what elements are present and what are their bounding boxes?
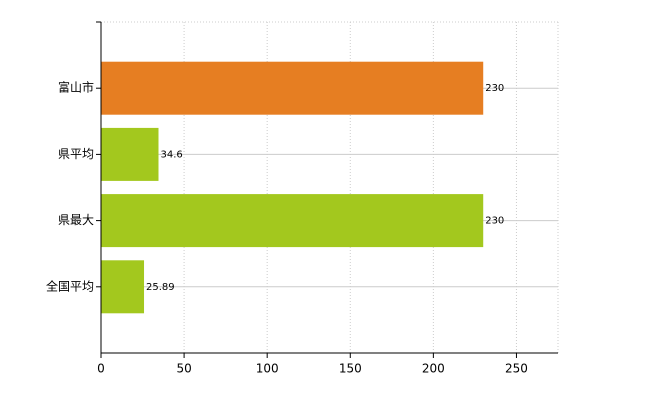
value-label: 34.6	[160, 149, 182, 160]
bar	[101, 127, 159, 181]
x-tick-label: 50	[176, 362, 191, 376]
y-tick-label: 富山市	[58, 80, 94, 95]
x-tick-label: 250	[505, 362, 528, 376]
value-label: 230	[485, 216, 504, 227]
x-tick-label: 150	[339, 362, 362, 376]
y-tick-label: 全国平均	[46, 278, 94, 293]
x-tick-label: 100	[256, 362, 279, 376]
x-tick-label: 0	[97, 362, 105, 376]
bar	[101, 194, 484, 248]
value-label: 25.89	[146, 282, 175, 293]
bar	[101, 260, 145, 314]
x-tick-label: 200	[422, 362, 445, 376]
value-label: 230	[485, 83, 504, 94]
y-tick-label: 県最大	[58, 213, 94, 227]
y-tick-label: 県平均	[58, 147, 94, 161]
bar	[101, 61, 484, 115]
